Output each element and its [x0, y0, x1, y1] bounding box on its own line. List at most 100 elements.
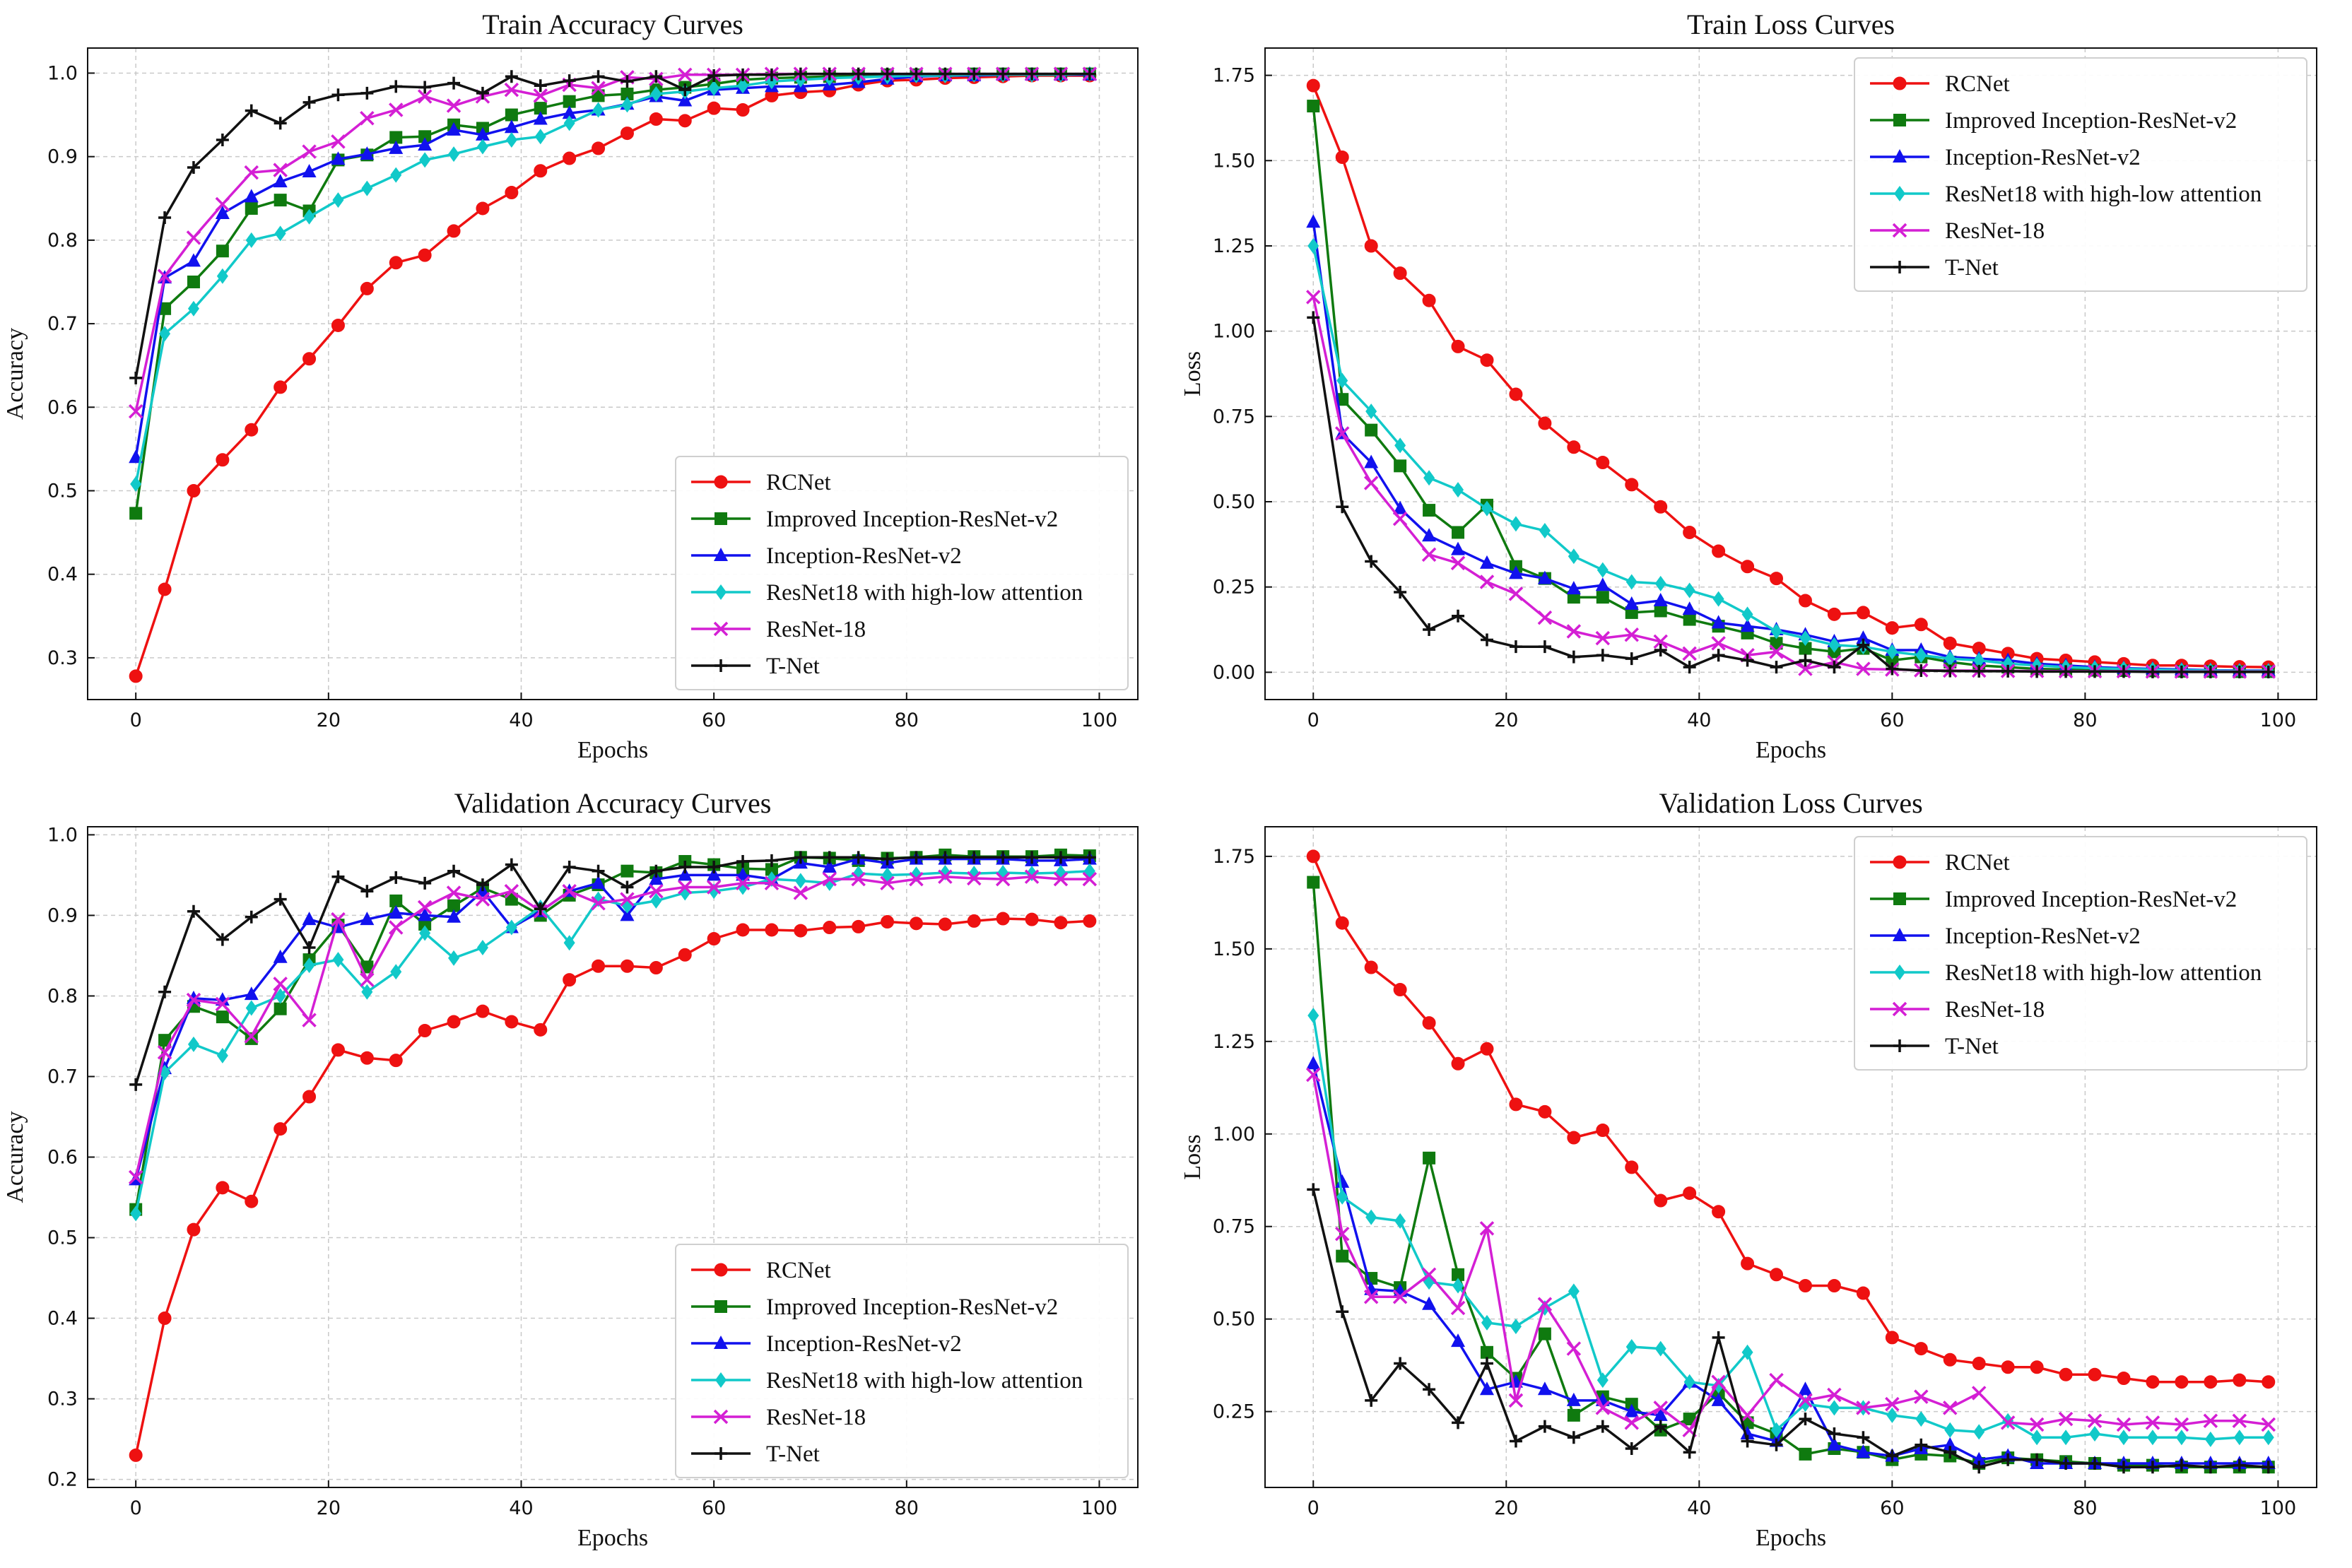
data-point — [1625, 652, 1638, 666]
data-point — [2233, 1458, 2246, 1472]
legend-item: Improved Inception-ResNet-v2 — [691, 507, 1058, 532]
data-point — [331, 912, 346, 927]
data-point — [1567, 650, 1580, 664]
data-point — [216, 933, 229, 946]
data-point — [1915, 664, 1928, 677]
data-point — [1394, 1357, 1407, 1370]
y-tick-label: 0.00 — [1213, 661, 1255, 683]
data-point — [418, 130, 432, 143]
data-point — [1770, 661, 1783, 674]
data-point — [1480, 1345, 1493, 1359]
legend: RCNet Improved Inception-ResNet-v2 Incepti… — [675, 1244, 1129, 1478]
data-point — [130, 476, 142, 493]
data-point — [1654, 644, 1667, 657]
data-point — [331, 870, 345, 883]
data-point — [1654, 1340, 1666, 1357]
data-point — [1364, 454, 1379, 468]
data-point — [823, 851, 836, 864]
data-point — [909, 916, 923, 931]
data-point — [1567, 1408, 1580, 1422]
legend-label: RCNet — [766, 470, 831, 495]
legend-box — [675, 1244, 1129, 1478]
data-point — [1334, 1226, 1350, 1242]
data-point — [1683, 613, 1696, 626]
y-tick-label: 0.50 — [1213, 1309, 1255, 1331]
data-point — [1914, 1389, 1929, 1404]
data-point — [1944, 1422, 1956, 1438]
data-point — [273, 949, 288, 963]
data-point — [418, 137, 433, 151]
y-tick-label: 0.6 — [47, 396, 78, 418]
data-point — [158, 1311, 172, 1326]
data-point — [678, 867, 693, 881]
data-point — [1509, 640, 1522, 654]
chart-title: Validation Accuracy Curves — [454, 787, 772, 819]
data-point — [302, 1090, 317, 1104]
data-point — [332, 952, 344, 968]
data-point — [1508, 586, 1524, 601]
data-point — [650, 86, 662, 102]
data-point — [649, 112, 663, 126]
data-point — [159, 326, 171, 342]
data-point — [1538, 1327, 1551, 1340]
x-tick-label: 0 — [130, 709, 142, 731]
data-point — [1712, 591, 1724, 607]
data-point — [591, 896, 606, 911]
data-point — [2087, 1413, 2103, 1428]
data-point — [360, 912, 375, 926]
data-point — [361, 180, 373, 196]
data-point — [244, 165, 259, 180]
data-point — [1624, 596, 1639, 610]
data-point — [1624, 1415, 1639, 1430]
data-point — [563, 95, 576, 108]
legend-label: ResNet-18 — [766, 617, 866, 642]
data-point — [1596, 1124, 1610, 1138]
data-point — [1451, 1056, 1465, 1071]
series-inception-resnet-v2 — [1306, 1056, 2276, 1469]
data-point — [1394, 1213, 1406, 1229]
data-point — [1770, 1422, 1782, 1438]
legend-label: Inception-ResNet-v2 — [1945, 924, 2141, 949]
data-point — [1597, 1372, 1609, 1389]
data-point — [1538, 1104, 1552, 1119]
legend-marker — [715, 512, 727, 525]
data-point — [1053, 871, 1069, 887]
legend-label: ResNet-18 — [766, 1405, 866, 1430]
data-point — [678, 114, 692, 128]
data-point — [158, 1034, 172, 1047]
data-point — [1711, 636, 1726, 651]
data-point — [1740, 1408, 1755, 1423]
data-point — [504, 82, 519, 98]
y-tick-label: 0.9 — [47, 146, 78, 168]
data-point — [1450, 555, 1466, 571]
data-point — [1568, 548, 1580, 565]
data-point — [1741, 1434, 1754, 1448]
data-point — [968, 851, 981, 864]
data-point — [216, 453, 230, 467]
legend-marker — [1893, 149, 1907, 163]
data-point — [418, 81, 432, 94]
data-point — [765, 854, 778, 867]
data-point — [1083, 851, 1096, 864]
data-point — [1307, 876, 1320, 889]
data-point — [1944, 664, 1957, 678]
data-point — [2059, 1367, 2073, 1381]
legend-label: ResNet-18 — [1945, 997, 2045, 1022]
data-point — [1625, 478, 1639, 492]
data-point — [534, 1022, 548, 1037]
data-point — [505, 108, 518, 122]
data-point — [967, 871, 982, 886]
data-point — [1799, 654, 1812, 667]
series-t-net — [1307, 311, 2275, 678]
data-point — [1423, 1383, 1436, 1396]
series-rcnet — [129, 912, 1097, 1462]
data-point — [1741, 1344, 1753, 1360]
x-tick-label: 80 — [2073, 1497, 2097, 1519]
x-tick-label: 20 — [317, 709, 341, 731]
data-point — [1307, 237, 1319, 254]
data-point — [1479, 1381, 1494, 1396]
data-point — [1538, 416, 1552, 430]
data-point — [1971, 1386, 1987, 1401]
data-point — [1054, 851, 1067, 864]
